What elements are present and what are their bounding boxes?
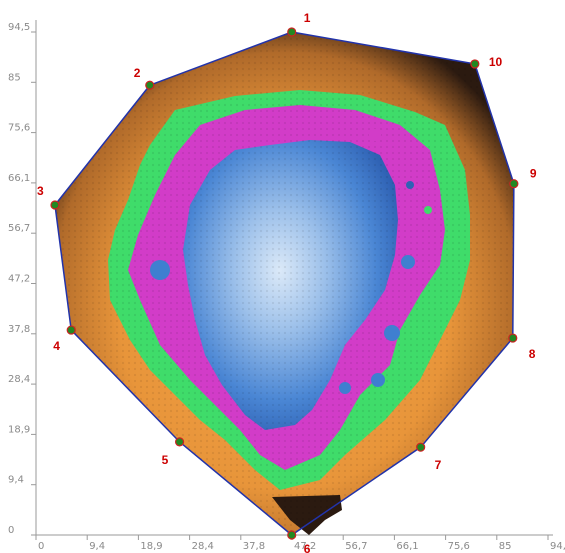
x-tick-label: 56,7 (345, 541, 367, 552)
spot (406, 181, 414, 189)
y-tick-label: 37,8 (8, 324, 30, 335)
vertex-label: 6 (304, 542, 311, 553)
vertex-point[interactable] (287, 27, 297, 37)
vertex-point[interactable] (508, 333, 518, 343)
vertex-label: 1 (304, 11, 311, 25)
x-tick-label: 0 (38, 541, 44, 552)
hex-texture (54, 32, 514, 535)
y-tick-label: 28,4 (8, 374, 30, 385)
vertex-point[interactable] (66, 325, 76, 335)
y-axis-ticks: 0 9,4 18,9 28,4 37,8 47,2 56,7 66,1 75,6 85 94,5 (8, 22, 36, 536)
spot (369, 129, 381, 141)
y-tick-label: 18,9 (8, 424, 30, 435)
x-tick-label: 37,8 (243, 541, 265, 552)
y-tick-label: 75,6 (8, 123, 30, 134)
x-tick-label: 18,9 (140, 541, 162, 552)
vertex-point[interactable] (416, 442, 426, 452)
y-tick-label: 85 (8, 72, 21, 83)
spots (150, 129, 432, 394)
vertex-point[interactable] (509, 179, 519, 189)
vertex-point[interactable] (470, 59, 480, 69)
spot (401, 255, 415, 269)
y-tick-label: 56,7 (8, 223, 30, 234)
vertex-label: 3 (37, 184, 44, 198)
y-tick-label: 94,5 (8, 22, 30, 33)
x-tick-label: 66,1 (396, 541, 418, 552)
y-tick-label: 0 (8, 525, 14, 536)
vertex-label: 10 (489, 55, 503, 69)
spot (384, 325, 400, 341)
vertex-point[interactable] (50, 200, 60, 210)
y-tick-label: 9,4 (8, 475, 24, 486)
vertex-label: 8 (529, 347, 536, 361)
y-tick-label: 47,2 (8, 274, 30, 285)
x-tick-label: 75,6 (448, 541, 470, 552)
x-tick-label: 9,4 (89, 541, 105, 552)
spot (371, 373, 385, 387)
vertex-label: 5 (162, 453, 169, 467)
x-tick-label: 28,4 (192, 541, 214, 552)
zone-fill (54, 32, 514, 535)
spot (150, 260, 170, 280)
vertex-label: 9 (530, 167, 537, 181)
vertices: 1 10 9 8 7 6 5 4 3 2 (37, 11, 537, 553)
y-tick-label: 66,1 (8, 173, 30, 184)
vertex-point[interactable] (145, 80, 155, 90)
vertex-point[interactable] (287, 530, 297, 540)
x-tick-label: 94,5 (550, 541, 565, 552)
spot (424, 206, 432, 214)
vertex-point[interactable] (174, 437, 185, 447)
x-tick-label: 47,2 (294, 541, 316, 552)
vertex-label: 2 (134, 66, 141, 80)
spot (339, 382, 351, 394)
vertex-label: 7 (435, 458, 442, 472)
x-tick-label: 85 (499, 541, 512, 552)
x-axis-ticks: 0 9,4 18,9 28,4 37,8 47,2 56,7 66,1 75,6 85 94,5 (35, 535, 565, 552)
vertex-label: 4 (53, 339, 60, 353)
